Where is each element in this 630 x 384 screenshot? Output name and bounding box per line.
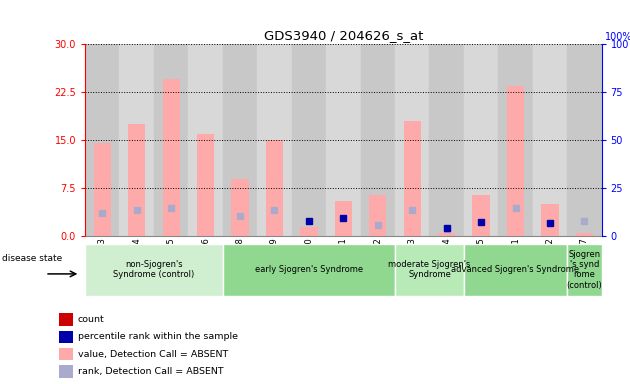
Text: non-Sjogren's
Syndrome (control): non-Sjogren's Syndrome (control) [113,260,195,280]
Bar [257,44,292,236]
Bar [395,244,464,296]
Bar [120,44,154,236]
Bar [197,134,214,236]
Bar [301,227,318,236]
Bar [59,331,73,343]
Bar [369,195,386,236]
Bar [163,79,180,236]
Bar [507,86,524,236]
Bar [567,244,602,296]
Bar [498,44,533,236]
Bar [335,201,352,236]
Bar [231,179,249,236]
Text: Sjogren
's synd
rome
(control): Sjogren 's synd rome (control) [566,250,602,290]
Bar [438,233,455,236]
Text: rank, Detection Call = ABSENT: rank, Detection Call = ABSENT [77,367,224,376]
Text: advanced Sjogren's Syndrome: advanced Sjogren's Syndrome [452,265,580,274]
Bar [223,244,395,296]
Text: percentile rank within the sample: percentile rank within the sample [77,333,238,341]
Bar [59,365,73,378]
Bar [533,44,567,236]
Bar [59,348,73,361]
Text: moderate Sjogren's
Syndrome: moderate Sjogren's Syndrome [388,260,471,280]
Bar [188,44,223,236]
Bar [395,44,430,236]
Bar [472,195,490,236]
Bar [59,313,73,326]
Bar [430,44,464,236]
Text: early Sjogren's Syndrome: early Sjogren's Syndrome [255,265,363,274]
Bar [576,233,593,236]
Bar [567,44,602,236]
Bar [326,44,360,236]
Bar [85,44,120,236]
Bar [541,204,559,236]
Title: GDS3940 / 204626_s_at: GDS3940 / 204626_s_at [264,28,423,41]
Bar [94,143,111,236]
Bar [292,44,326,236]
Bar [464,244,567,296]
Text: disease state: disease state [2,254,62,263]
Bar [464,44,498,236]
Bar [360,44,395,236]
Text: count: count [77,315,105,324]
Bar [404,121,421,236]
Bar [223,44,257,236]
Bar [154,44,188,236]
Bar [128,124,146,236]
Bar [266,140,283,236]
Text: value, Detection Call = ABSENT: value, Detection Call = ABSENT [77,350,228,359]
Text: 100%: 100% [605,32,630,42]
Bar [85,244,223,296]
